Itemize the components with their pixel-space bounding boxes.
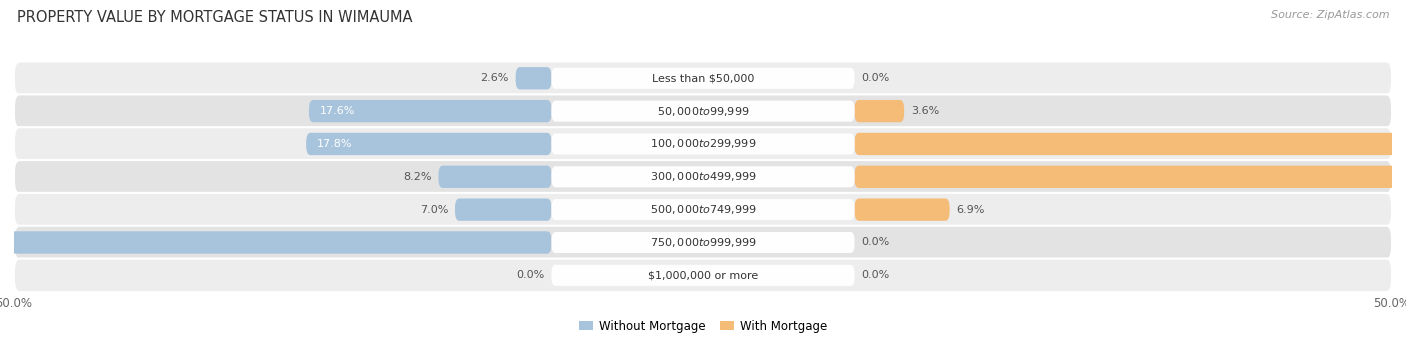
Text: 0.0%: 0.0%	[862, 270, 890, 280]
Text: 8.2%: 8.2%	[404, 172, 432, 182]
FancyBboxPatch shape	[307, 133, 551, 155]
Legend: Without Mortgage, With Mortgage: Without Mortgage, With Mortgage	[574, 315, 832, 337]
Text: 2.6%: 2.6%	[481, 73, 509, 83]
FancyBboxPatch shape	[456, 199, 551, 221]
Text: 0.0%: 0.0%	[862, 237, 890, 248]
Text: 0.0%: 0.0%	[862, 73, 890, 83]
Text: 6.9%: 6.9%	[956, 205, 986, 215]
Text: $1,000,000 or more: $1,000,000 or more	[648, 270, 758, 280]
Text: $300,000 to $499,999: $300,000 to $499,999	[650, 170, 756, 183]
FancyBboxPatch shape	[439, 166, 551, 188]
Text: PROPERTY VALUE BY MORTGAGE STATUS IN WIMAUMA: PROPERTY VALUE BY MORTGAGE STATUS IN WIM…	[17, 10, 412, 25]
Text: $100,000 to $299,999: $100,000 to $299,999	[650, 137, 756, 151]
FancyBboxPatch shape	[14, 127, 1392, 161]
FancyBboxPatch shape	[14, 95, 1392, 128]
FancyBboxPatch shape	[14, 226, 1392, 259]
FancyBboxPatch shape	[855, 100, 904, 122]
FancyBboxPatch shape	[14, 259, 1392, 292]
Text: 17.8%: 17.8%	[318, 139, 353, 149]
FancyBboxPatch shape	[855, 166, 1406, 188]
FancyBboxPatch shape	[855, 133, 1406, 155]
Text: 0.0%: 0.0%	[516, 270, 544, 280]
FancyBboxPatch shape	[855, 199, 949, 221]
Text: $50,000 to $99,999: $50,000 to $99,999	[657, 105, 749, 118]
FancyBboxPatch shape	[14, 160, 1392, 193]
FancyBboxPatch shape	[551, 133, 855, 154]
FancyBboxPatch shape	[551, 166, 855, 187]
Text: 17.6%: 17.6%	[321, 106, 356, 116]
FancyBboxPatch shape	[551, 68, 855, 89]
FancyBboxPatch shape	[14, 193, 1392, 226]
Text: 7.0%: 7.0%	[420, 205, 449, 215]
FancyBboxPatch shape	[551, 101, 855, 122]
Text: Source: ZipAtlas.com: Source: ZipAtlas.com	[1271, 10, 1389, 20]
FancyBboxPatch shape	[0, 231, 551, 254]
Text: Less than $50,000: Less than $50,000	[652, 73, 754, 83]
FancyBboxPatch shape	[551, 199, 855, 220]
FancyBboxPatch shape	[516, 67, 551, 89]
FancyBboxPatch shape	[551, 232, 855, 253]
FancyBboxPatch shape	[309, 100, 551, 122]
Text: 3.6%: 3.6%	[911, 106, 939, 116]
Text: $750,000 to $999,999: $750,000 to $999,999	[650, 236, 756, 249]
FancyBboxPatch shape	[14, 62, 1392, 95]
Text: $500,000 to $749,999: $500,000 to $749,999	[650, 203, 756, 216]
FancyBboxPatch shape	[551, 265, 855, 286]
